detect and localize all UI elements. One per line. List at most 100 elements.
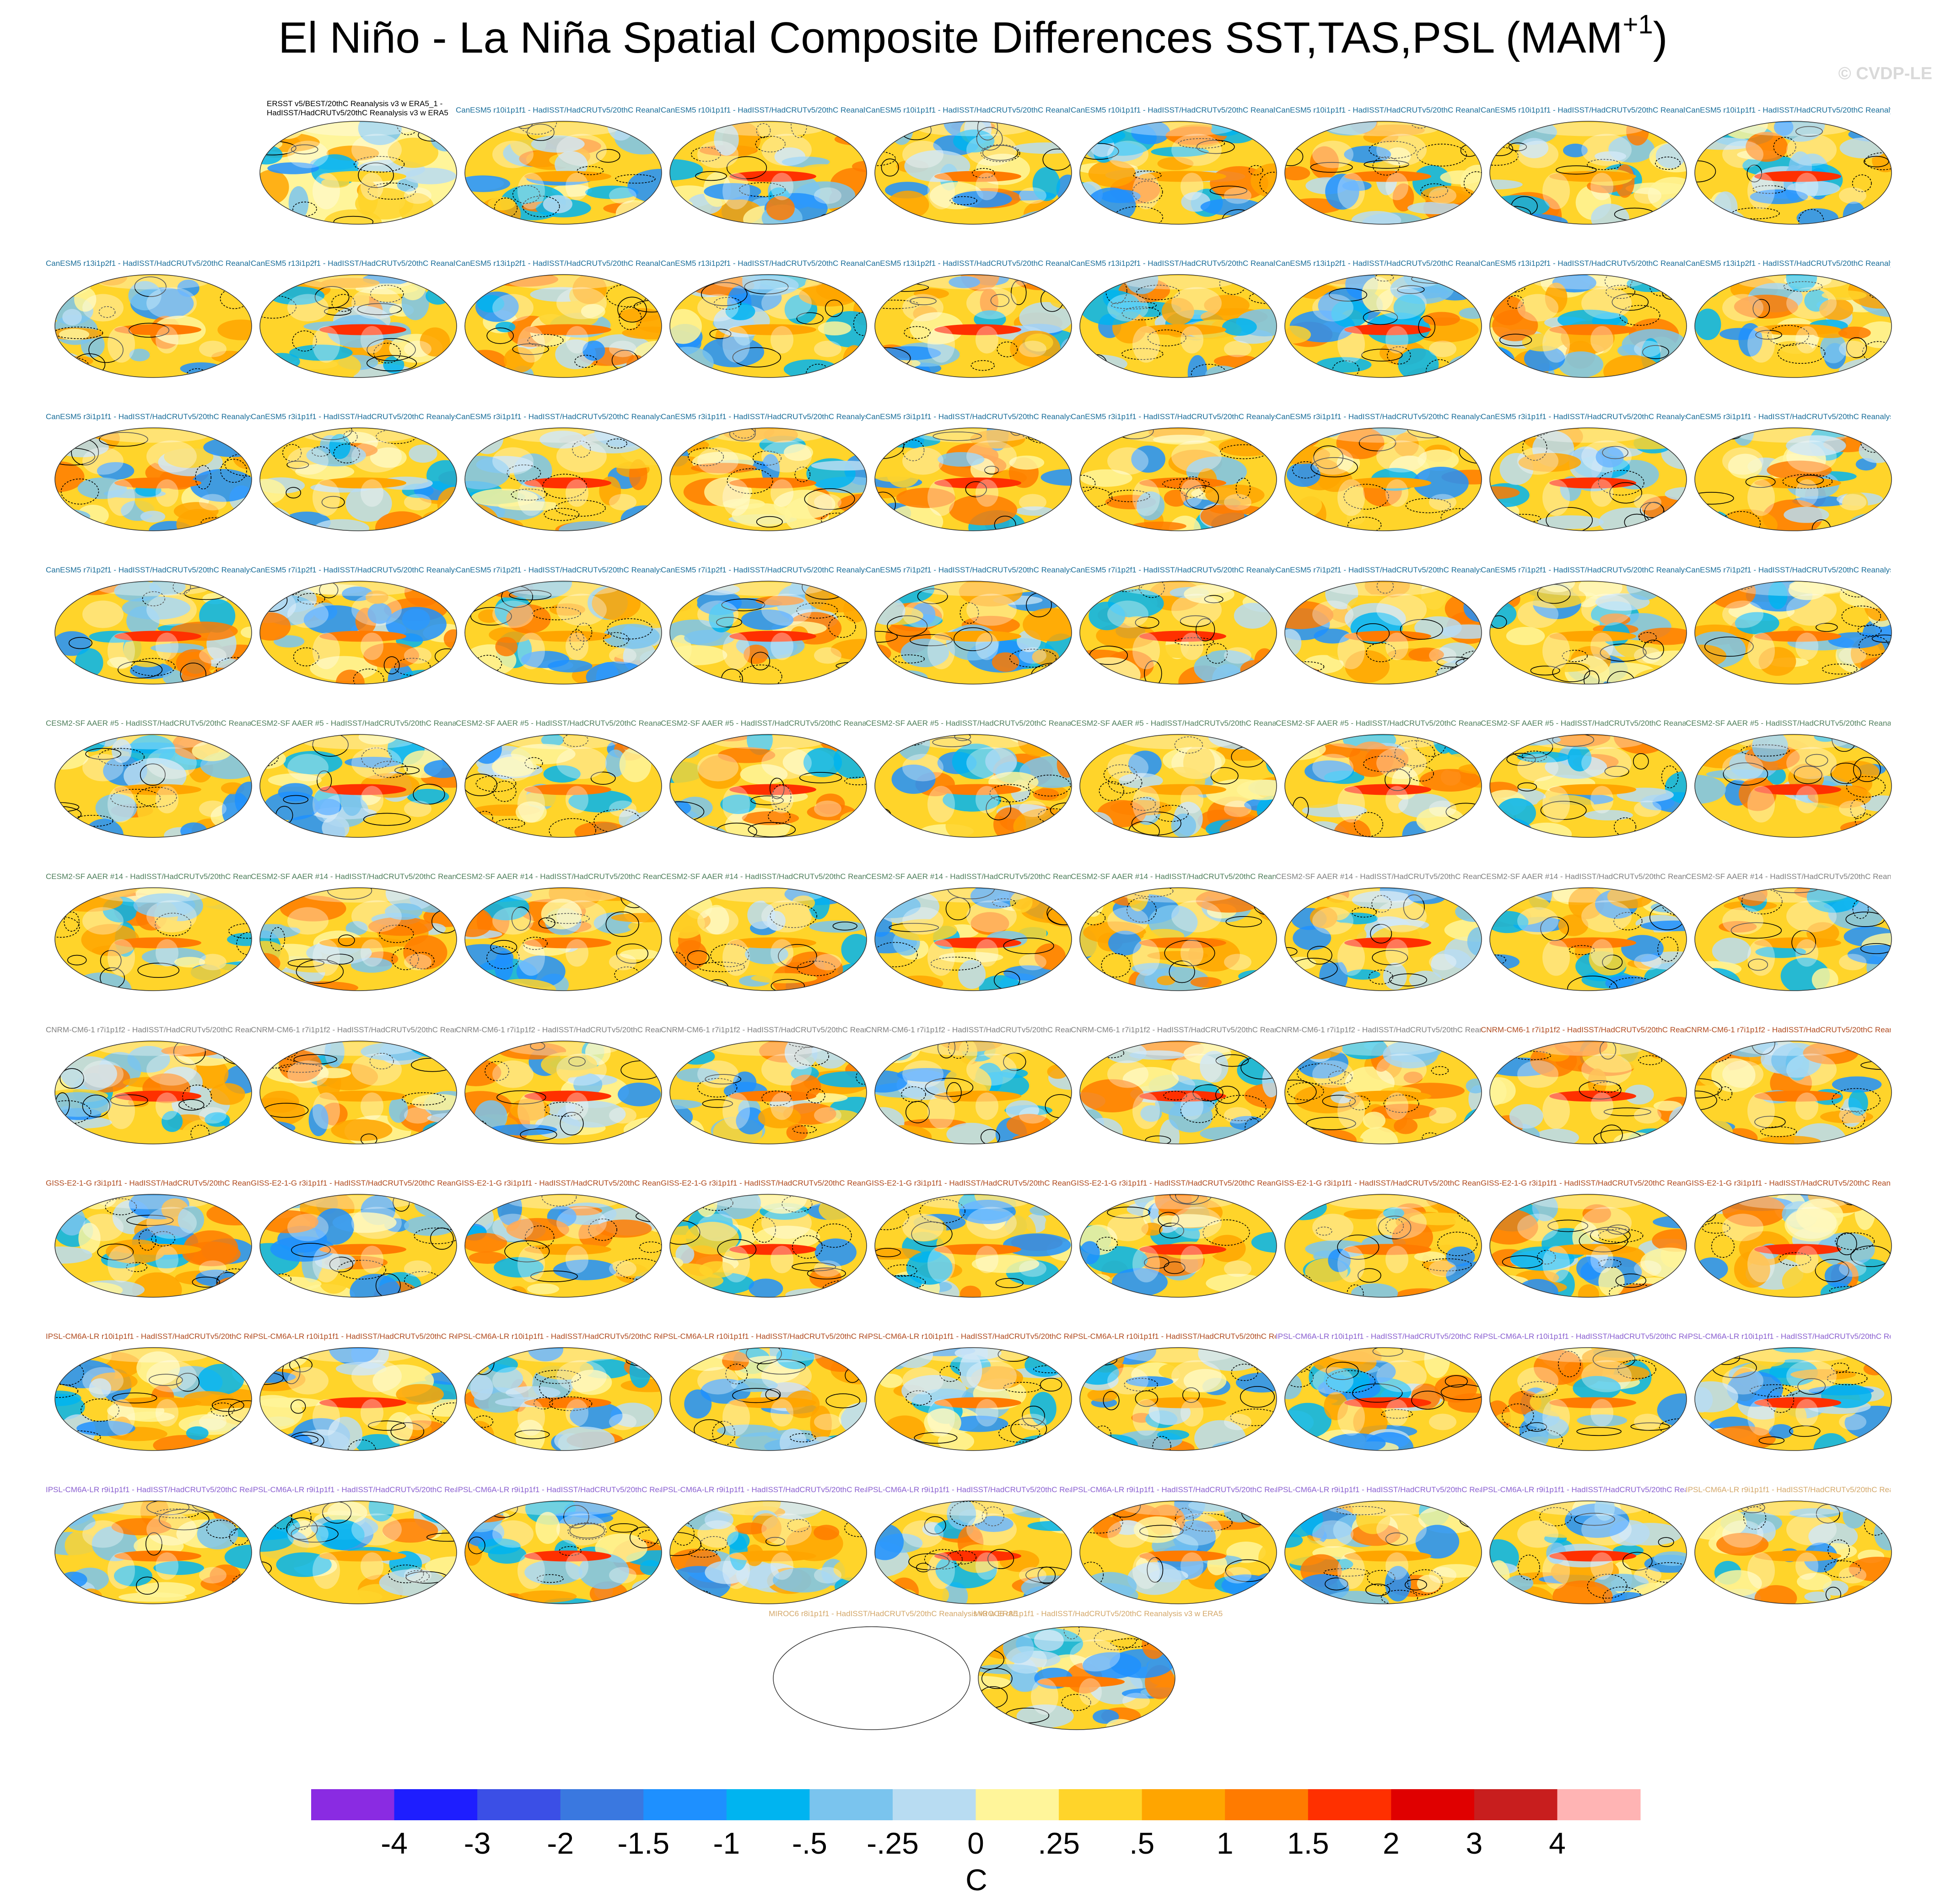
colorbar-swatch	[311, 1789, 395, 1820]
panel-label: CanESM5 r13i1p2f1 - HadISST/HadCRUTv5/20…	[661, 259, 866, 268]
model-panel	[1694, 1500, 1892, 1604]
model-panel	[874, 1041, 1072, 1144]
panel-label: GISS-E2-1-G r3i1p1f1 - HadISST/HadCRUTv5…	[866, 1179, 1071, 1187]
model-panel	[669, 1347, 867, 1451]
panel-label: IPSL-CM6A-LR r10i1p1f1 - HadISST/HadCRUT…	[1481, 1332, 1686, 1341]
panel-label: IPSL-CM6A-LR r10i1p1f1 - HadISST/HadCRUT…	[661, 1332, 866, 1341]
panel-label: CanESM5 r13i1p2f1 - HadISST/HadCRUTv5/20…	[1276, 259, 1481, 268]
colorbar-swatch	[976, 1789, 1059, 1820]
colorbar-tick-label: 4	[1549, 1826, 1566, 1860]
colorbar-tick-label: -4	[381, 1826, 408, 1860]
panel-label: CanESM5 r7i1p2f1 - HadISST/HadCRUTv5/20t…	[1481, 566, 1686, 574]
panel-label: CanESM5 r7i1p2f1 - HadISST/HadCRUTv5/20t…	[251, 566, 456, 574]
panel-label: CanESM5 r3i1p1f1 - HadISST/HadCRUTv5/20t…	[251, 412, 456, 421]
panel-label: GISS-E2-1-G r3i1p1f1 - HadISST/HadCRUTv5…	[1071, 1179, 1276, 1187]
panel-label: CESM2-SF AAER #5 - HadISST/HadCRUTv5/20t…	[1481, 719, 1686, 728]
colorbar-tick-label: 2	[1382, 1826, 1400, 1860]
colorbar-swatch	[1557, 1789, 1641, 1820]
colorbar-tick-label: .5	[1129, 1826, 1155, 1860]
panel-label: IPSL-CM6A-LR r9i1p1f1 - HadISST/HadCRUTv…	[46, 1485, 251, 1494]
colorbar-swatch	[560, 1789, 644, 1820]
colorbar-tick-label: -.5	[792, 1826, 827, 1860]
panel-label: CanESM5 r10i1p1f1 - HadISST/HadCRUTv5/20…	[456, 106, 661, 114]
panel-label: CESM2-SF AAER #5 - HadISST/HadCRUTv5/20t…	[46, 719, 251, 728]
panel-label: IPSL-CM6A-LR r10i1p1f1 - HadISST/HadCRUT…	[456, 1332, 661, 1341]
obs-panel-label: ERSST v5/BEST/20thC Reanalysis v3 w ERA5…	[267, 99, 448, 118]
panel-label: CanESM5 r13i1p2f1 - HadISST/HadCRUTv5/20…	[866, 259, 1071, 268]
panel-label: CanESM5 r3i1p1f1 - HadISST/HadCRUTv5/20t…	[1481, 412, 1686, 421]
panel-label: CanESM5 r3i1p1f1 - HadISST/HadCRUTv5/20t…	[46, 412, 251, 421]
model-panel	[1489, 1500, 1687, 1604]
panel-label: CESM2-SF AAER #5 - HadISST/HadCRUTv5/20t…	[456, 719, 661, 728]
panel-label: GISS-E2-1-G r3i1p1f1 - HadISST/HadCRUTv5…	[1481, 1179, 1686, 1187]
panel-label: IPSL-CM6A-LR r10i1p1f1 - HadISST/HadCRUT…	[1071, 1332, 1276, 1341]
model-panel	[54, 581, 252, 685]
panel-label: IPSL-CM6A-LR r9i1p1f1 - HadISST/HadCRUTv…	[1686, 1485, 1891, 1494]
colorbar-swatch	[809, 1789, 893, 1820]
title-sup: +1	[1623, 10, 1653, 39]
chart-title: El Niño - La Niña Spatial Composite Diff…	[0, 10, 1946, 63]
colorbar-swatch	[1142, 1789, 1225, 1820]
model-panel	[669, 427, 867, 531]
panel-label: CanESM5 r7i1p2f1 - HadISST/HadCRUTv5/20t…	[456, 566, 661, 574]
obs-label-line1: ERSST v5/BEST/20thC Reanalysis v3 w ERA5…	[267, 99, 443, 108]
panel-label: CNRM-CM6-1 r7i1p1f2 - HadISST/HadCRUTv5/…	[1276, 1025, 1481, 1034]
model-panel	[1284, 1500, 1482, 1604]
panel-label: CanESM5 r3i1p1f1 - HadISST/HadCRUTv5/20t…	[866, 412, 1071, 421]
panel-label: CanESM5 r7i1p2f1 - HadISST/HadCRUTv5/20t…	[1071, 566, 1276, 574]
model-panel	[464, 121, 662, 225]
model-panel	[54, 734, 252, 838]
panel-label: CESM2-SF AAER #5 - HadISST/HadCRUTv5/20t…	[1276, 719, 1481, 728]
panel-label: IPSL-CM6A-LR r9i1p1f1 - HadISST/HadCRUTv…	[1276, 1485, 1481, 1494]
panel-label: CNRM-CM6-1 r7i1p1f2 - HadISST/HadCRUTv5/…	[661, 1025, 866, 1034]
model-panel	[874, 274, 1072, 378]
title-close: )	[1653, 13, 1668, 62]
panel-label: CanESM5 r13i1p2f1 - HadISST/HadCRUTv5/20…	[1686, 259, 1891, 268]
panel-label: CanESM5 r13i1p2f1 - HadISST/HadCRUTv5/20…	[251, 259, 456, 268]
model-panel	[1489, 1347, 1687, 1451]
panel-label: CESM2-SF AAER #5 - HadISST/HadCRUTv5/20t…	[1686, 719, 1891, 728]
panel-label: CanESM5 r3i1p1f1 - HadISST/HadCRUTv5/20t…	[1686, 412, 1891, 421]
panel-label: CanESM5 r3i1p1f1 - HadISST/HadCRUTv5/20t…	[456, 412, 661, 421]
panel-label: CanESM5 r7i1p2f1 - HadISST/HadCRUTv5/20t…	[1276, 566, 1481, 574]
model-panel	[874, 1347, 1072, 1451]
panel-label: CanESM5 r7i1p2f1 - HadISST/HadCRUTv5/20t…	[1686, 566, 1891, 574]
panel-label: IPSL-CM6A-LR r9i1p1f1 - HadISST/HadCRUTv…	[456, 1485, 661, 1494]
panel-label: CESM2-SF AAER #14 - HadISST/HadCRUTv5/20…	[251, 872, 456, 881]
panel-label: GISS-E2-1-G r3i1p1f1 - HadISST/HadCRUTv5…	[661, 1179, 866, 1187]
panel-label: CNRM-CM6-1 r7i1p1f2 - HadISST/HadCRUTv5/…	[456, 1025, 661, 1034]
obs-panel	[259, 121, 457, 225]
panel-label: CanESM5 r13i1p2f1 - HadISST/HadCRUTv5/20…	[1071, 259, 1276, 268]
colorbar-swatch	[1308, 1789, 1391, 1820]
colorbar-swatch	[477, 1789, 561, 1820]
colorbar-swatch	[1474, 1789, 1558, 1820]
panel-label: CanESM5 r13i1p2f1 - HadISST/HadCRUTv5/20…	[456, 259, 661, 268]
colorbar-tick-label: -.25	[867, 1826, 919, 1860]
panel-label: CanESM5 r3i1p1f1 - HadISST/HadCRUTv5/20t…	[1276, 412, 1481, 421]
model-panel	[1694, 121, 1892, 225]
obs-label-line2: HadISST/HadCRUTv5/20thC Reanalysis v3 w …	[267, 108, 448, 117]
panel-label: CanESM5 r10i1p1f1 - HadISST/HadCRUTv5/20…	[1481, 106, 1686, 114]
panel-label: CanESM5 r10i1p1f1 - HadISST/HadCRUTv5/20…	[1071, 106, 1276, 114]
panel-label: IPSL-CM6A-LR r9i1p1f1 - HadISST/HadCRUTv…	[251, 1485, 456, 1494]
model-panel	[773, 1626, 970, 1730]
model-panel	[259, 427, 457, 531]
colorbar-swatch	[394, 1789, 478, 1820]
panel-label: CanESM5 r3i1p1f1 - HadISST/HadCRUTv5/20t…	[1071, 412, 1276, 421]
model-panel	[669, 1500, 867, 1604]
panel-label: IPSL-CM6A-LR r10i1p1f1 - HadISST/HadCRUT…	[866, 1332, 1071, 1341]
panel-label: CanESM5 r10i1p1f1 - HadISST/HadCRUTv5/20…	[1686, 106, 1891, 114]
colorbar-tick-label: -1.5	[617, 1826, 670, 1860]
watermark: © CVDP-LE	[1838, 64, 1932, 83]
panel-label: IPSL-CM6A-LR r9i1p1f1 - HadISST/HadCRUTv…	[661, 1485, 866, 1494]
panel-label: CanESM5 r3i1p1f1 - HadISST/HadCRUTv5/20t…	[661, 412, 866, 421]
panel-label: CNRM-CM6-1 r7i1p1f2 - HadISST/HadCRUTv5/…	[866, 1025, 1071, 1034]
panel-label: CNRM-CM6-1 r7i1p1f2 - HadISST/HadCRUTv5/…	[1686, 1025, 1891, 1034]
model-panel	[1284, 734, 1482, 838]
panel-label: IPSL-CM6A-LR r9i1p1f1 - HadISST/HadCRUTv…	[1481, 1485, 1686, 1494]
panel-label: CESM2-SF AAER #14 - HadISST/HadCRUTv5/20…	[456, 872, 661, 881]
colorbar-swatch	[1225, 1789, 1309, 1820]
colorbar-swatch	[1059, 1789, 1143, 1820]
title-main: El Niño - La Niña Spatial Composite Diff…	[278, 13, 1623, 62]
